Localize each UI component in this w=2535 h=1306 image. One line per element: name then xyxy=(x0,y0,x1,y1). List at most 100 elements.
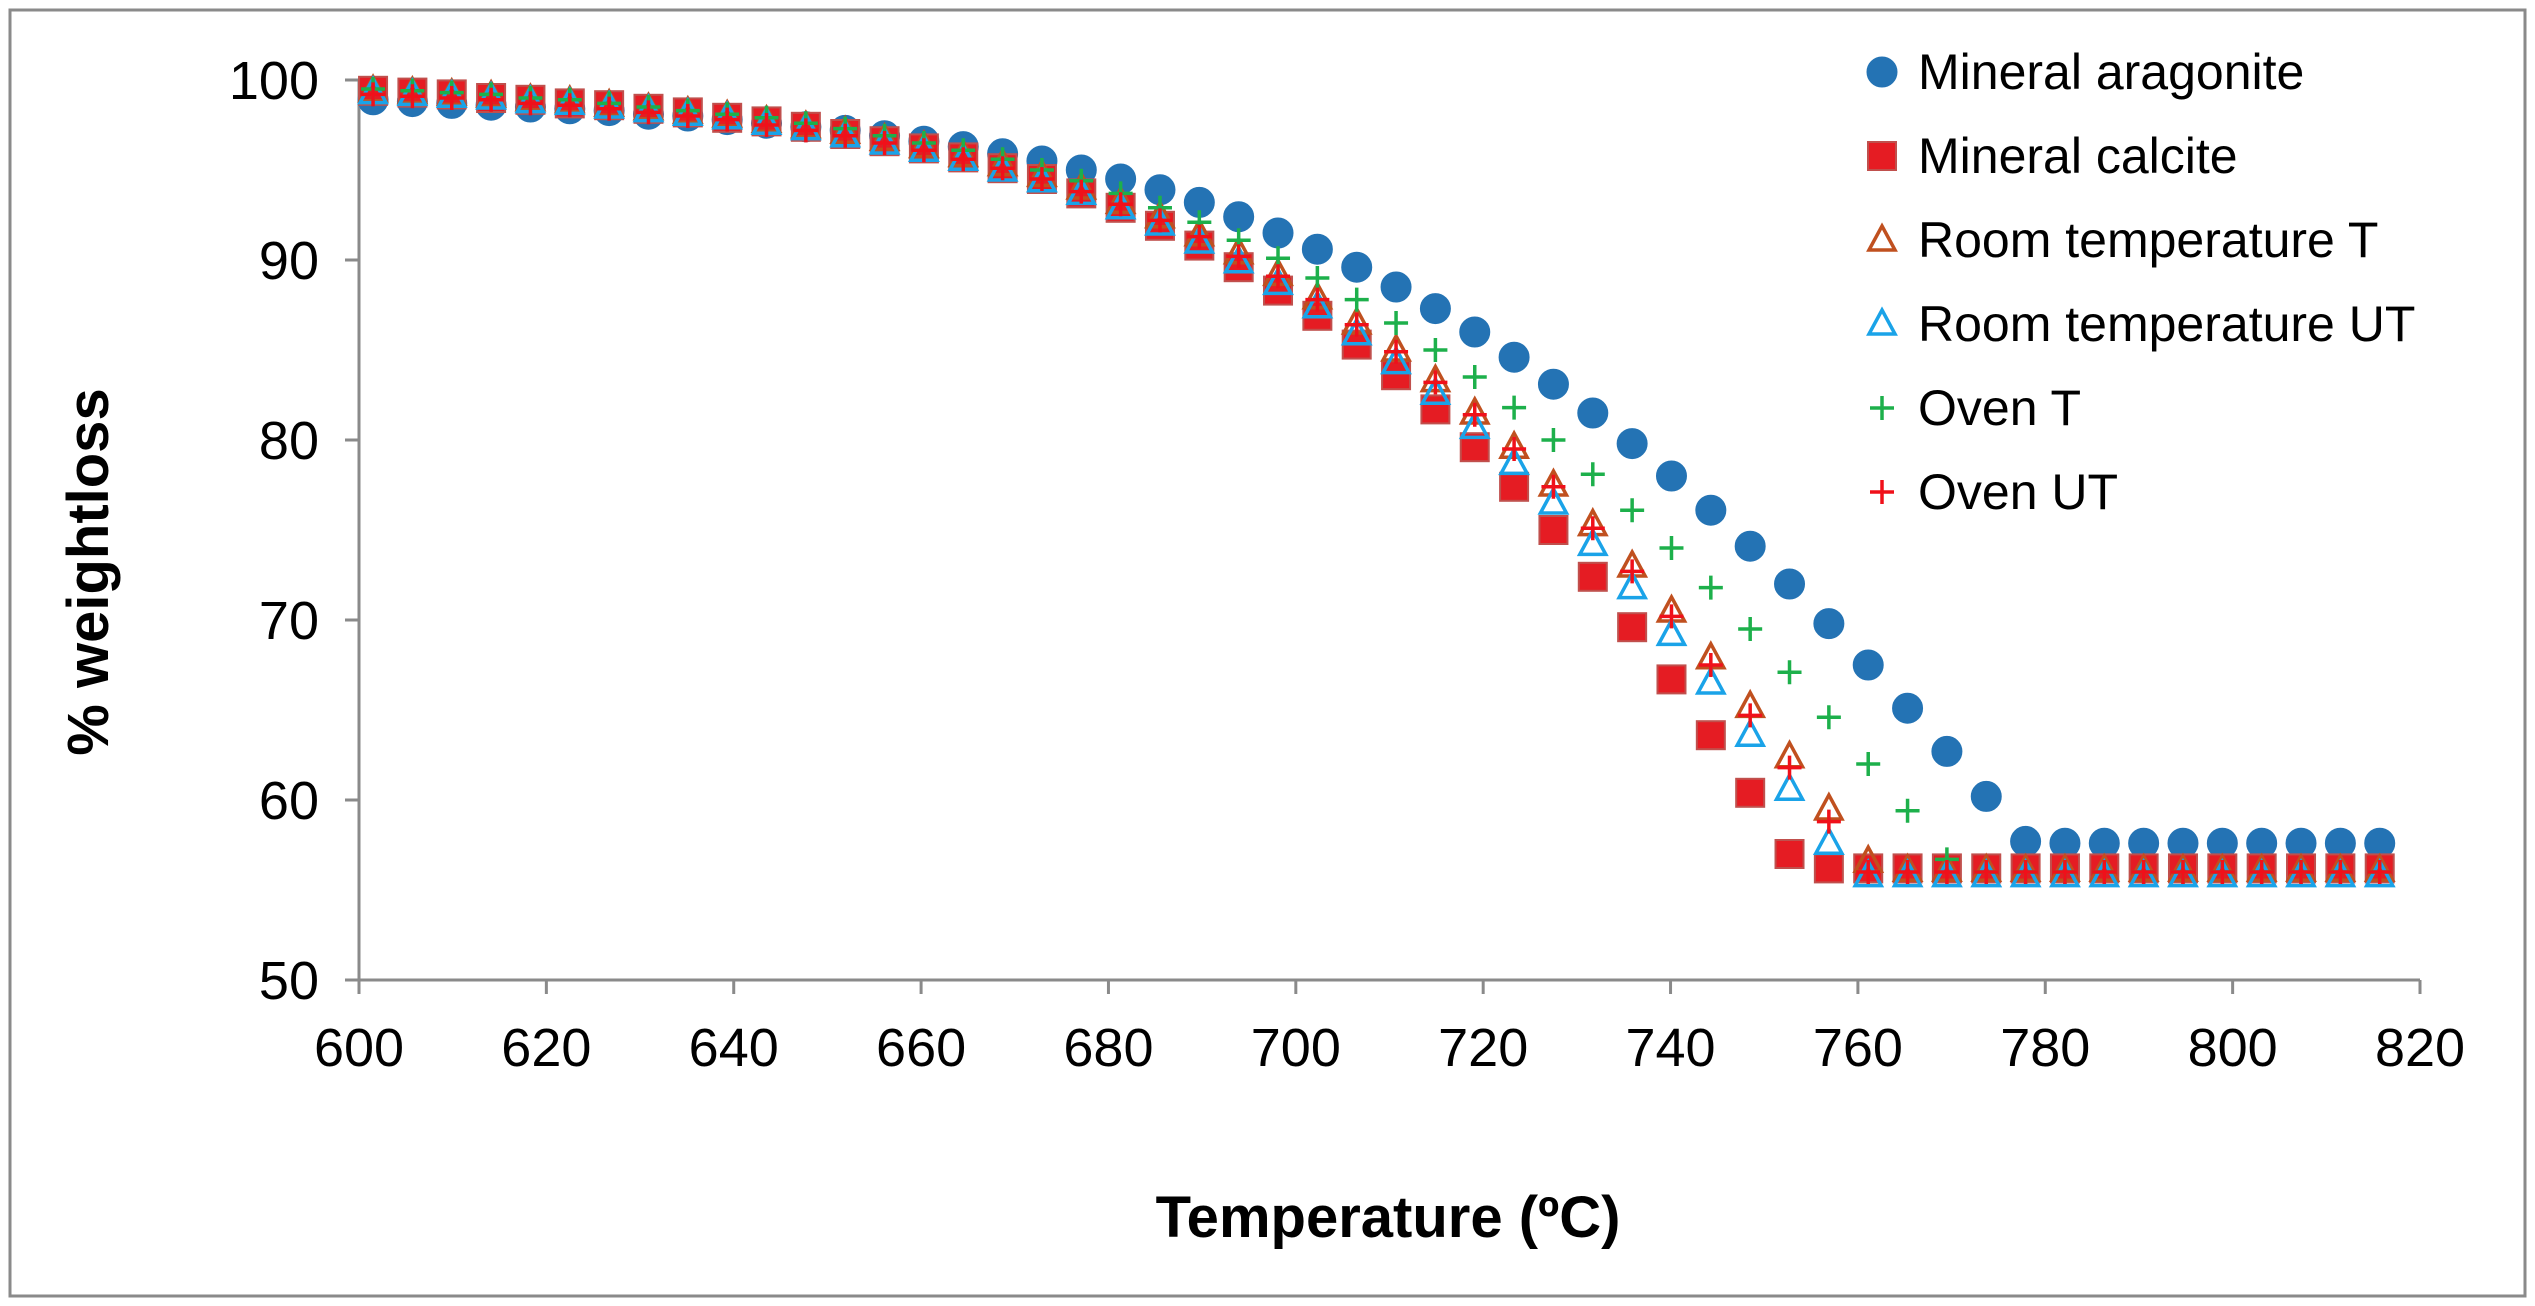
x-tick-label: 700 xyxy=(1251,1018,1341,1078)
data-point xyxy=(1970,780,2002,812)
x-tick-label: 660 xyxy=(876,1018,966,1078)
data-point xyxy=(1301,289,1334,319)
data-point xyxy=(1774,839,1805,869)
x-ticks: 600 620 640 660 680 700 720 740 760 780 800 820 xyxy=(314,980,2465,1078)
data-point xyxy=(1419,375,1452,405)
data-point xyxy=(1856,752,1881,776)
data-point xyxy=(1502,395,1527,420)
legend-marker xyxy=(1866,306,1898,336)
data-point xyxy=(1222,244,1255,274)
data-point xyxy=(1344,312,1369,337)
data-point xyxy=(1502,437,1527,461)
y-tick-label: 50 xyxy=(259,951,319,1011)
data-point xyxy=(2170,860,2195,884)
legend-label: Mineral calcite xyxy=(1918,128,2238,184)
data-point xyxy=(1384,339,1409,364)
legend: Mineral aragonite Mineral calcite Room tem… xyxy=(1866,44,2415,520)
data-point xyxy=(597,96,622,121)
data-point xyxy=(1617,612,1648,643)
data-point xyxy=(1384,311,1409,335)
data-point xyxy=(1423,338,1448,362)
data-point xyxy=(2249,860,2274,884)
data-point xyxy=(911,138,936,163)
x-tick-label: 720 xyxy=(1438,1018,1528,1078)
data-point xyxy=(1262,265,1294,296)
data-point xyxy=(1423,370,1448,395)
legend-marker xyxy=(1866,56,1898,88)
data-point xyxy=(990,156,1015,181)
legend-label: Room temperature T xyxy=(1918,212,2378,268)
y-tick-label: 100 xyxy=(229,51,319,111)
y-tick-label: 70 xyxy=(259,591,319,651)
data-point xyxy=(1698,575,1723,600)
legend-marker xyxy=(1867,141,1897,171)
data-point xyxy=(2328,860,2353,884)
chart-border xyxy=(8,8,2527,1298)
data-point xyxy=(557,93,582,118)
data-point xyxy=(1538,515,1569,545)
data-point xyxy=(1577,561,1608,592)
data-point xyxy=(636,100,661,125)
x-tick-label: 600 xyxy=(314,1018,404,1078)
data-point xyxy=(1580,462,1605,487)
data-point xyxy=(1537,368,1569,400)
y-axis-title: % weightloss xyxy=(56,388,121,755)
legend-label: Room temperature UT xyxy=(1918,296,2415,352)
x-tick-label: 780 xyxy=(2000,1018,2090,1078)
data-point xyxy=(1029,167,1054,191)
data-point xyxy=(1813,853,1844,884)
legend-item: Oven UT xyxy=(1870,464,2118,520)
data-point xyxy=(1656,664,1687,695)
data-point xyxy=(1462,402,1487,427)
data-point xyxy=(1541,474,1566,499)
axes: 600 620 640 660 680 700 720 740 760 780 800 820 506… xyxy=(229,51,2465,1078)
data-point xyxy=(1620,498,1645,523)
data-point xyxy=(2367,860,2392,884)
data-point xyxy=(1183,224,1216,254)
data-point xyxy=(1777,660,1802,685)
data-point xyxy=(1738,703,1763,728)
data-point xyxy=(1340,316,1373,346)
data-point xyxy=(2013,860,2038,884)
data-point xyxy=(1659,536,1684,560)
data-point xyxy=(754,113,779,137)
legend-item: Oven T xyxy=(1870,380,2081,436)
data-point xyxy=(1694,665,1727,695)
y-tick-label: 80 xyxy=(259,411,319,471)
data-point xyxy=(833,123,858,148)
data-point xyxy=(1576,526,1609,557)
data-point xyxy=(1659,604,1684,629)
data-point xyxy=(2289,860,2314,884)
data-point xyxy=(1380,271,1412,303)
data-point xyxy=(1498,445,1531,476)
legend-marker xyxy=(1866,222,1898,252)
x-tick-label: 820 xyxy=(2375,1018,2465,1078)
data-point xyxy=(1734,530,1766,562)
series-5 xyxy=(361,82,2392,884)
data-point xyxy=(1895,798,1920,823)
legend-label: Oven UT xyxy=(1918,464,2118,520)
legend-item: Room temperature T xyxy=(1866,212,2378,268)
y-ticks: 50 60 70 80 90 100 xyxy=(229,51,359,1011)
data-point xyxy=(1698,653,1723,677)
data-point xyxy=(1223,201,1255,233)
legend-item: Room temperature UT xyxy=(1866,296,2415,352)
data-point xyxy=(1344,287,1369,312)
data-point xyxy=(1812,825,1845,855)
x-tick-label: 800 xyxy=(2188,1018,2278,1078)
data-point xyxy=(2092,860,2117,884)
data-point xyxy=(1147,208,1172,233)
data-point xyxy=(1305,266,1330,290)
legend-item: Mineral calcite xyxy=(1867,128,2238,184)
data-point xyxy=(1974,860,1999,884)
data-point xyxy=(1301,233,1333,265)
x-tick-label: 620 xyxy=(501,1018,591,1078)
x-tick-label: 680 xyxy=(1063,1018,1153,1078)
data-point xyxy=(1580,516,1605,541)
data-points xyxy=(357,73,2396,888)
data-point xyxy=(1695,494,1727,526)
data-point xyxy=(1380,344,1412,375)
data-point xyxy=(872,131,897,155)
data-point xyxy=(439,86,464,110)
legend-label: Mineral aragonite xyxy=(1918,44,2304,100)
